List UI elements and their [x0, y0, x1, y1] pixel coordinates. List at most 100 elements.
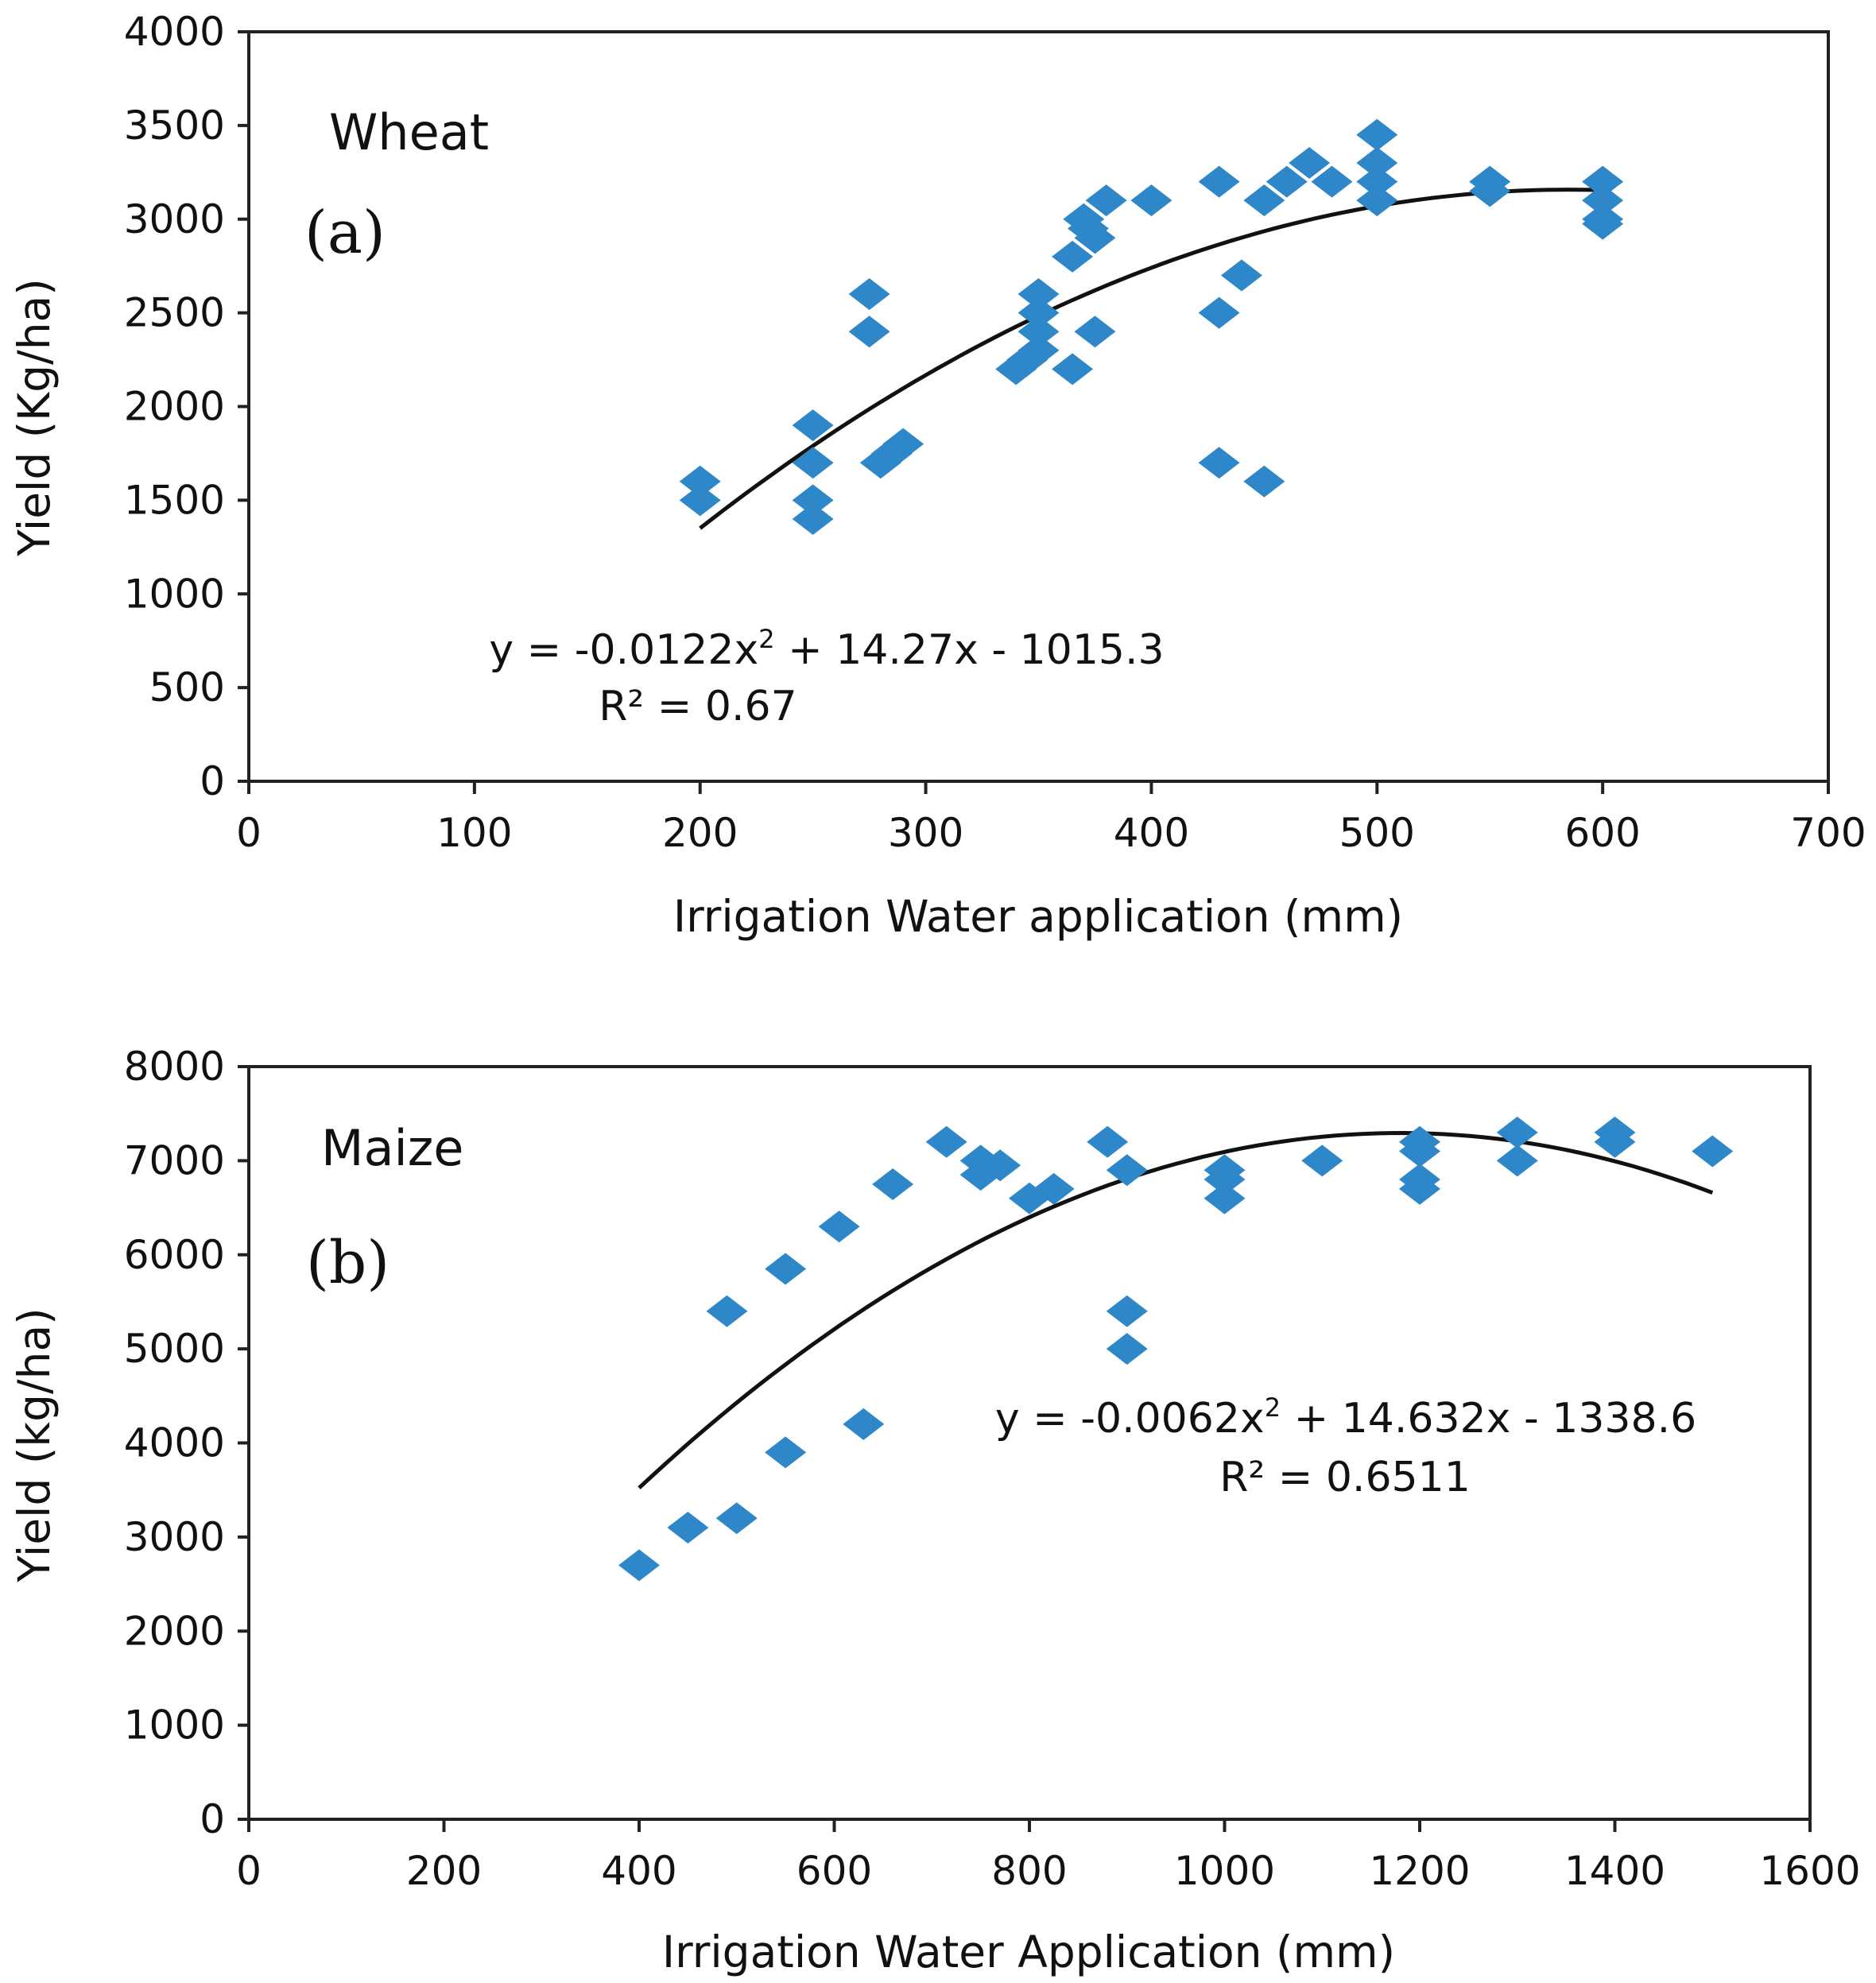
data-point [1017, 334, 1060, 366]
data-point [1356, 147, 1398, 180]
data-point [818, 1210, 860, 1243]
data-point [706, 1295, 748, 1327]
data-point [848, 278, 890, 311]
y-tick-label: 7000 [124, 1137, 225, 1183]
data-point [1204, 1182, 1246, 1214]
data-point [1582, 184, 1624, 217]
data-point [765, 1253, 807, 1285]
data-point [1399, 1135, 1440, 1168]
r-squared-label: R² = 0.67 [599, 683, 797, 730]
data-point [1130, 184, 1172, 217]
equation-lhs: y = -0.0062x [995, 1395, 1265, 1443]
y-axis-title: Yield (Kg/ha) [9, 278, 60, 556]
y-tick-label: 2500 [124, 290, 225, 336]
trendline [638, 1130, 1714, 1489]
y-tick-label: 6000 [124, 1232, 225, 1278]
x-tick-labels: 0 200 400 600 800 1000 1200 1400 1600 [236, 1848, 1861, 1894]
equation-lhs: y = -0.0122x [489, 626, 758, 674]
x-tick-label: 700 [1790, 810, 1866, 856]
x-tick-label: 200 [406, 1848, 482, 1894]
y-tick-label: 3000 [124, 1514, 225, 1560]
y-tick-label: 5000 [124, 1326, 225, 1372]
trendline-equation: y = -0.0122x2 + 14.27x - 1015.3 [489, 624, 1164, 674]
x-tick-label: 1600 [1759, 1848, 1860, 1894]
y-axis-title: Yield (kg/ha) [9, 1307, 60, 1582]
data-point [1582, 165, 1624, 198]
x-tick-label: 800 [991, 1848, 1067, 1894]
x-tick-label: 0 [236, 810, 262, 856]
y-tick-label: 1000 [124, 1702, 225, 1749]
data-point [1017, 316, 1060, 348]
y-tick-label: 2000 [124, 384, 225, 430]
data-point [1243, 184, 1285, 217]
x-tick-label: 100 [436, 810, 512, 856]
data-point [792, 447, 834, 479]
data-point [792, 409, 834, 442]
x-tick-label: 1200 [1369, 1848, 1470, 1894]
data-point [618, 1549, 660, 1582]
data-point [679, 484, 721, 517]
equation-rhs: + 14.27x - 1015.3 [775, 626, 1165, 674]
data-point [1289, 147, 1331, 180]
x-tick-label: 1400 [1564, 1848, 1665, 1894]
panel-title: Wheat [329, 103, 489, 161]
data-point [1074, 316, 1116, 348]
data-points [618, 1116, 1734, 1582]
data-point [843, 1408, 885, 1440]
panel-label: (b) [306, 1229, 390, 1297]
data-point [1106, 1295, 1148, 1327]
data-point [765, 1436, 807, 1469]
data-point [925, 1125, 967, 1158]
x-tick-labels: 0 100 200 300 400 500 600 700 [236, 810, 1866, 856]
x-tick-label: 0 [236, 1848, 262, 1894]
y-tick-label: 500 [149, 664, 225, 711]
y-tick-label: 8000 [124, 1044, 225, 1090]
x-tick-label: 600 [797, 1848, 872, 1894]
data-point [792, 502, 834, 535]
y-tick-label: 1000 [124, 571, 225, 617]
data-point [667, 1512, 709, 1544]
data-point [1311, 165, 1353, 198]
data-point [1220, 259, 1262, 292]
data-point [1085, 184, 1127, 217]
data-point [715, 1502, 758, 1535]
y-tick-label: 0 [200, 1796, 225, 1842]
data-point [1198, 447, 1240, 479]
data-point [1301, 1144, 1343, 1177]
panel-title: Maize [321, 1119, 463, 1177]
data-point [1017, 296, 1060, 329]
x-axis-title: Irrigation Water Application (mm) [662, 1927, 1395, 1977]
y-tick-label: 4000 [124, 1420, 225, 1466]
x-tick-label: 500 [1339, 810, 1415, 856]
x-tick-label: 200 [662, 810, 738, 856]
trendline [699, 188, 1603, 530]
data-point [979, 1149, 1021, 1182]
data-point [1582, 207, 1624, 240]
data-point [1356, 118, 1398, 151]
data-point [1204, 1164, 1246, 1196]
data-point [1106, 1333, 1148, 1365]
y-tick-label: 0 [200, 758, 225, 804]
data-point [1243, 465, 1285, 498]
x-tick-label: 600 [1564, 810, 1640, 856]
tick-marks [238, 30, 1830, 794]
data-points [679, 118, 1624, 535]
equation-exponent: 2 [758, 624, 774, 654]
data-point [1017, 278, 1060, 311]
data-point [1106, 1154, 1148, 1187]
data-point [882, 428, 924, 460]
data-point [1692, 1135, 1734, 1168]
panel-label: (a) [304, 199, 386, 267]
y-tick-label: 4000 [124, 9, 225, 55]
data-point [1594, 1125, 1636, 1158]
data-point [1198, 296, 1240, 329]
x-tick-label: 1000 [1174, 1848, 1275, 1894]
data-point [1496, 1144, 1538, 1177]
y-tick-label: 2000 [124, 1608, 225, 1654]
y-tick-label: 1500 [124, 477, 225, 523]
chart-maize: 0 1000 2000 3000 4000 5000 6000 7000 8000 0 200 40… [9, 1044, 1861, 1977]
data-point [1198, 165, 1240, 198]
